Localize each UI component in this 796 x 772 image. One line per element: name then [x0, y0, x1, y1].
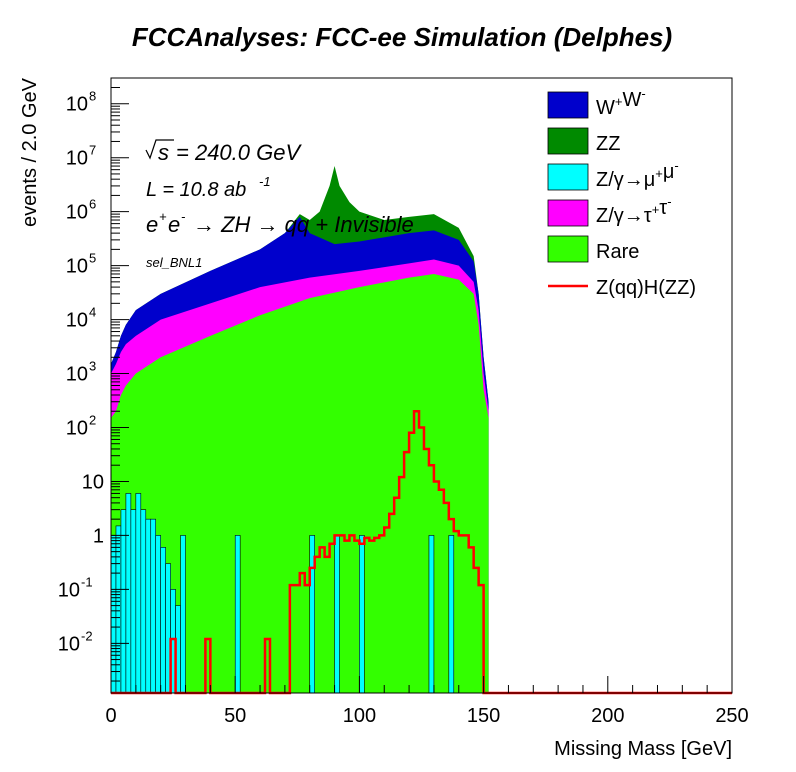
positron-symbol: e: [168, 212, 180, 237]
luminosity-text: L = 10.8 ab: [146, 179, 246, 201]
y-tick-label: 10: [82, 471, 104, 493]
process-annotation: e + e - → ZH → qq + Invisible: [146, 209, 414, 237]
mumu-bar: [150, 518, 157, 694]
mumu-bar: [140, 509, 147, 694]
y-tick-exponent: 3: [89, 359, 96, 374]
legend-swatch: [547, 163, 589, 191]
y-tick-label: 10: [66, 148, 88, 170]
mumu-bar: [334, 535, 340, 694]
positron-charge: -: [181, 209, 186, 224]
rare-area: [111, 273, 489, 693]
y-tick-exponent: -2: [81, 628, 93, 643]
x-tick-label: 250: [715, 705, 748, 727]
y-tick-label: 10: [66, 310, 88, 332]
x-tick-label: 150: [467, 705, 500, 727]
signal-line: [111, 409, 732, 695]
legend-label: Z/γ→τ+τ-: [596, 194, 672, 227]
y-tick-label: 10: [58, 633, 80, 655]
y-tick-exponent: 4: [89, 305, 96, 320]
y-tick-exponent: 5: [89, 251, 96, 266]
luminosity-exponent: -1: [259, 174, 271, 189]
chart-title: FCCAnalyses: FCC-ee Simulation (Delphes): [132, 22, 672, 52]
legend-swatch: [547, 91, 589, 119]
legend-label: Rare: [596, 241, 639, 263]
x-tick-label: 100: [343, 705, 376, 727]
x-axis-label: Missing Mass [GeV]: [554, 738, 732, 760]
x-tick-label: 200: [591, 705, 624, 727]
y-axis-label: events / 2.0 GeV: [19, 77, 41, 227]
legend-swatch: [547, 199, 589, 227]
mumu-bar: [155, 535, 161, 694]
legend-swatch: [547, 127, 589, 155]
y-tick-exponent: 7: [89, 143, 96, 158]
y-tick-exponent: 2: [89, 412, 96, 427]
mumu-bar: [180, 535, 186, 694]
signal-line-layer: [111, 409, 732, 695]
mumu-bar-layer: [110, 493, 455, 694]
legend: W+W- ZZ Z/γ→μ+μ-Z/γ→τ+τ- Rare Z(qq)H(ZZ): [547, 86, 696, 299]
y-tick-exponent: 8: [89, 89, 96, 104]
y-tick-label: 10: [66, 256, 88, 278]
mumu-bar: [130, 509, 137, 694]
sqrt-s-annotation: s = 240.0 GeV: [145, 139, 302, 165]
mumu-bar: [145, 518, 152, 694]
mumu-bar: [120, 509, 127, 694]
mumu-bar: [160, 547, 166, 694]
process-text: → ZH → qq + Invisible: [193, 212, 414, 237]
legend-label: ZZ: [596, 133, 620, 155]
y-tick-exponent: -1: [81, 574, 93, 589]
sqrt-s-value: = 240.0 GeV: [176, 140, 302, 165]
mumu-bar: [135, 493, 142, 694]
x-tick-label: 50: [224, 705, 246, 727]
y-tick-label: 10: [66, 202, 88, 224]
mumu-bar: [448, 535, 455, 694]
y-tick-label: 10: [66, 94, 88, 116]
luminosity-annotation: L = 10.8 ab -1: [146, 174, 271, 201]
y-tick-label: 10: [66, 364, 88, 386]
y-tick-label: 1: [93, 525, 104, 547]
electron-charge: +: [159, 209, 167, 224]
mumu-bar: [125, 493, 132, 694]
legend-label: Z/γ→μ+μ-: [596, 158, 679, 191]
mumu-bar: [359, 535, 365, 694]
mumu-bar: [428, 535, 435, 694]
y-tick-label: 10: [66, 417, 88, 439]
legend-label: W+W-: [596, 86, 646, 119]
sqrt-s-letter: s: [158, 140, 169, 165]
stacked-area-layer: [111, 166, 489, 693]
x-tick-label: 0: [105, 705, 116, 727]
legend-label: Z(qq)H(ZZ): [596, 277, 696, 299]
mumu-bar: [110, 535, 117, 694]
selection-label: sel_BNL1: [146, 255, 202, 270]
legend-swatch: [547, 235, 589, 263]
y-tick-exponent: 6: [89, 197, 96, 212]
mumu-bar: [234, 535, 241, 694]
electron-symbol: e: [146, 212, 158, 237]
mumu-bar: [115, 525, 122, 694]
y-tick-label: 10: [58, 579, 80, 601]
sqrt-symbol: [145, 139, 174, 160]
